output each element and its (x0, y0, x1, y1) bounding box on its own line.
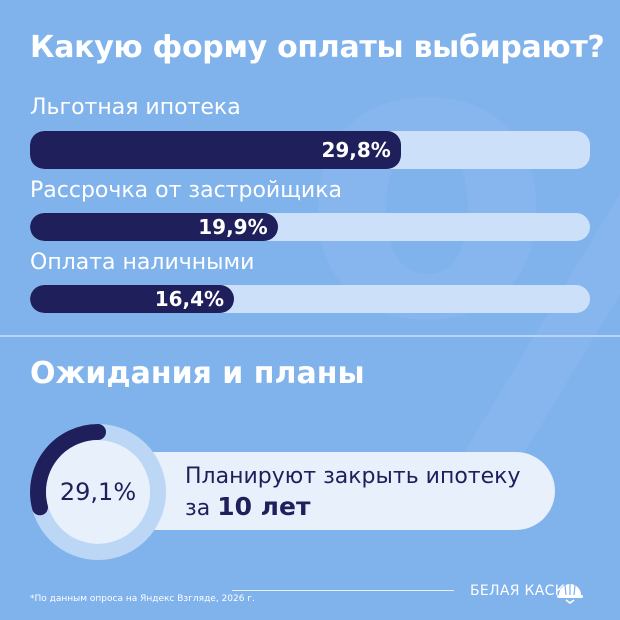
page-title: Какую форму оплаты выбирают? (30, 30, 605, 65)
bar-label: Оплата наличными (30, 250, 255, 275)
bar-track: 16,4% (30, 285, 590, 313)
bar: 16,4% (30, 285, 235, 313)
bar-label: Льготная ипотека (30, 95, 241, 120)
bar-track: 29,8% (30, 131, 590, 169)
bar: 29,8% (30, 131, 401, 169)
donut-center (46, 440, 150, 544)
footnote: *По данным опроса на Яндекс Взгляде, 202… (30, 594, 255, 604)
bar-track: 19,9% (30, 213, 590, 241)
pill-text-bold: 10 лет (217, 492, 311, 521)
info-pill (110, 452, 555, 530)
pill-text: Планируют закрыть ипотеку за 10 лет (185, 462, 520, 524)
brand-logo-text: БЕЛАЯ КАСКА (470, 583, 575, 599)
donut-segment (30, 424, 106, 516)
hard-hat-icon (557, 584, 583, 604)
pill-text-prefix: за (185, 496, 218, 521)
bar-value-label: 16,4% (154, 287, 225, 311)
donut-chart (30, 424, 166, 560)
footer-divider (232, 590, 454, 591)
pill-text-line2: за 10 лет (185, 492, 520, 524)
pill-text-line1: Планируют закрыть ипотеку (185, 464, 521, 489)
bar: 19,9% (30, 213, 278, 241)
section-divider (0, 335, 620, 337)
bar-value-label: 29,8% (321, 138, 391, 162)
bar-value-label: 19,9% (198, 215, 268, 239)
section-title: Ожидания и планы (30, 356, 365, 391)
bar-label: Рассрочка от застройщика (30, 178, 342, 203)
donut-value-label: 29,1% (59, 478, 137, 506)
